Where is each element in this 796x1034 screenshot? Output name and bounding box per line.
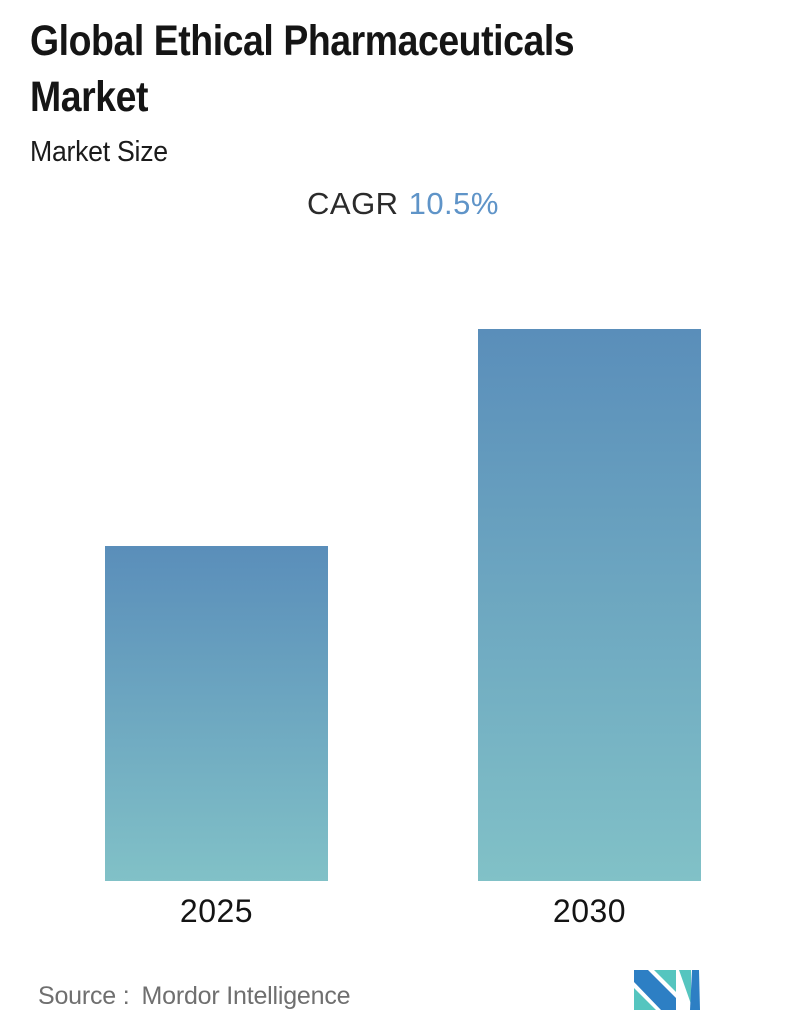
logo-left-diagonal <box>634 970 676 1010</box>
x-axis-label-2030: 2030 <box>552 893 627 929</box>
logo-right-teal-triangle <box>679 970 691 1004</box>
bar-chart: 2025 2030 <box>105 329 701 929</box>
source-line: Source : Mordor Intelligence <box>38 982 351 1011</box>
source-value: Mordor Intelligence <box>141 982 351 1010</box>
x-axis-label-2025: 2025 <box>179 893 254 929</box>
logo-top-right-triangle <box>654 970 676 992</box>
chart-subtitle: Market Size <box>30 136 168 168</box>
bar-2025 <box>105 546 328 881</box>
cagr-annotation: CAGR 10.5% <box>105 186 701 222</box>
logo-right-blue-bar <box>690 970 700 1010</box>
source-label: Source : <box>38 982 130 1010</box>
cagr-value: 10.5% <box>408 186 499 221</box>
cagr-label: CAGR <box>307 186 399 221</box>
mordor-intelligence-logo <box>634 970 700 1010</box>
chart-title: Global Ethical Pharmaceuticals Market <box>30 17 575 121</box>
logo-bottom-left-triangle <box>634 988 656 1010</box>
bar-2030 <box>478 329 701 881</box>
